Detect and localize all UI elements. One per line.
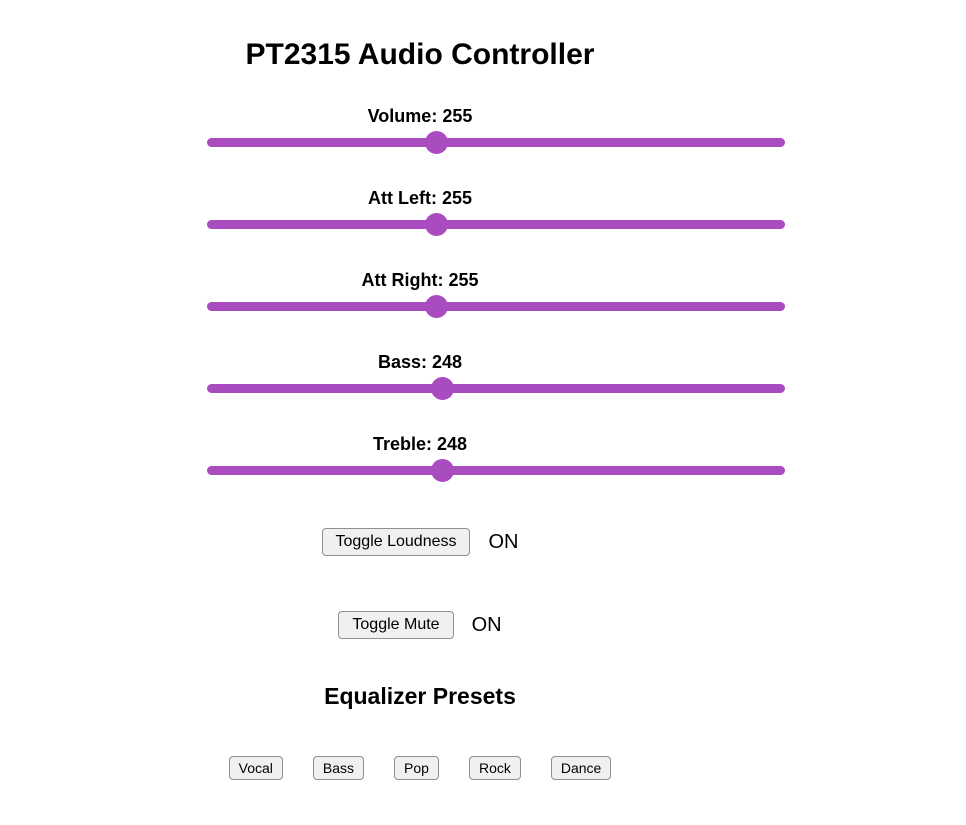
preset-rock-button[interactable]: Rock — [468, 756, 521, 780]
att-right-slider[interactable] — [207, 294, 785, 318]
att-right-slider-label: Att Right: 255 — [361, 270, 479, 290]
preset-bass-button[interactable]: Bass — [312, 756, 365, 780]
equalizer-presets-heading: Equalizer Presets — [324, 683, 516, 709]
bass-slider-group: Bass: 248 — [0, 352, 840, 400]
volume-slider[interactable] — [207, 130, 785, 154]
mute-toggle-row: Toggle Mute ON — [0, 611, 840, 639]
preset-vocal-button[interactable]: Vocal — [228, 756, 283, 780]
att-left-slider[interactable] — [207, 212, 785, 236]
bass-slider-label: Bass: 248 — [377, 352, 463, 372]
volume-slider-label: Volume: 255 — [367, 106, 473, 126]
page-title: PT2315 Audio Controller — [245, 38, 595, 71]
att-right-slider-group: Att Right: 255 — [0, 270, 840, 318]
preset-dance-button[interactable]: Dance — [550, 756, 612, 780]
preset-button-row: Vocal Bass Pop Rock Dance — [0, 756, 840, 780]
loudness-toggle-row: Toggle Loudness ON — [0, 528, 840, 556]
loudness-status: ON — [488, 530, 519, 553]
att-left-slider-group: Att Left: 255 — [0, 188, 840, 236]
treble-slider[interactable] — [207, 458, 785, 482]
treble-slider-label: Treble: 248 — [372, 434, 468, 454]
mute-status: ON — [471, 613, 502, 636]
bass-slider[interactable] — [207, 376, 785, 400]
toggle-mute-button[interactable]: Toggle Mute — [338, 611, 454, 639]
att-left-slider-label: Att Left: 255 — [367, 188, 472, 208]
volume-slider-group: Volume: 255 — [0, 106, 840, 154]
toggle-loudness-button[interactable]: Toggle Loudness — [321, 528, 471, 556]
treble-slider-group: Treble: 248 — [0, 434, 840, 482]
content-column: PT2315 Audio Controller Volume: 255 Att … — [0, 38, 840, 780]
preset-pop-button[interactable]: Pop — [394, 756, 439, 780]
